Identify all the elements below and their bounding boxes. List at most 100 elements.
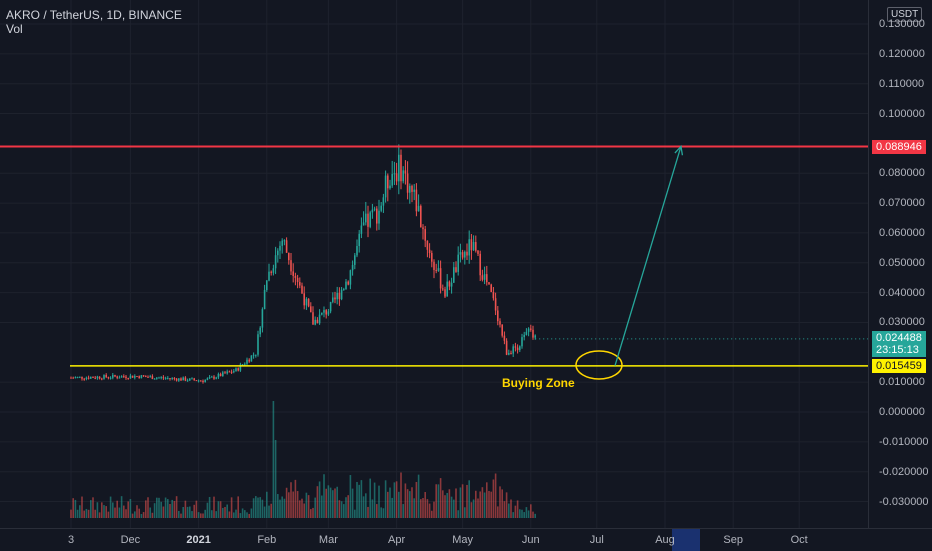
candle-body bbox=[299, 282, 301, 286]
symbol-title[interactable]: AKRO / TetherUS, 1D, BINANCE bbox=[6, 8, 182, 22]
volume-bar bbox=[532, 511, 534, 518]
volume-bar bbox=[208, 496, 211, 518]
candle-body bbox=[477, 250, 479, 254]
candle-body bbox=[376, 208, 378, 224]
volume-bar bbox=[250, 508, 253, 518]
candle-body bbox=[263, 290, 266, 310]
volume-bar bbox=[411, 487, 413, 518]
volume-bar bbox=[470, 502, 473, 518]
volume-bar bbox=[505, 492, 508, 518]
candle-body bbox=[279, 245, 281, 251]
volume-bar bbox=[145, 500, 147, 518]
candle-body bbox=[281, 240, 283, 246]
price-tick-label: 0.120000 bbox=[879, 47, 925, 60]
price-tick-label: 0.050000 bbox=[879, 256, 925, 269]
candle-body bbox=[171, 377, 173, 379]
last-price-tag: 0.024488 23:15:13 bbox=[872, 330, 926, 357]
price-tick-label: 0.060000 bbox=[879, 226, 925, 239]
candle-body bbox=[494, 298, 497, 311]
candle-body bbox=[360, 225, 363, 234]
candle-body bbox=[453, 267, 455, 283]
candle-body bbox=[433, 261, 435, 270]
volume-bar bbox=[455, 488, 457, 518]
volume-bar bbox=[373, 482, 376, 518]
candle-body bbox=[523, 334, 525, 338]
volume-bar bbox=[380, 507, 382, 518]
candle-body bbox=[292, 271, 294, 276]
candle-body bbox=[481, 275, 484, 280]
volume-bar bbox=[442, 490, 444, 518]
candle-body bbox=[224, 372, 226, 374]
volume-bar bbox=[255, 496, 257, 518]
volume-bar bbox=[534, 513, 536, 518]
currency-unit[interactable]: USDT bbox=[887, 7, 923, 22]
volume-bar bbox=[72, 498, 74, 518]
candle-body bbox=[233, 371, 235, 373]
volume-bar bbox=[323, 474, 325, 518]
candle-body bbox=[409, 185, 411, 193]
volume-bar bbox=[191, 511, 193, 518]
candle-body bbox=[239, 364, 242, 371]
candle-body bbox=[334, 297, 336, 300]
volume-bar bbox=[151, 512, 154, 518]
volume-bar bbox=[211, 510, 213, 518]
candle-body bbox=[426, 240, 429, 250]
volume-bar bbox=[413, 498, 415, 518]
volume-bar bbox=[400, 472, 402, 518]
volume-bar bbox=[384, 480, 387, 518]
volume-bar bbox=[202, 513, 204, 518]
volume-bar bbox=[382, 508, 385, 518]
candle-body bbox=[415, 189, 418, 212]
candle-body bbox=[497, 310, 499, 322]
volume-bar bbox=[230, 497, 233, 518]
candle-body bbox=[109, 377, 112, 379]
volume-bar bbox=[189, 506, 191, 518]
candle-body bbox=[178, 378, 180, 381]
candle-body bbox=[343, 289, 345, 291]
price-axis[interactable]: USDT 0.130000 0.120000 0.110000 0.100000 0.0… bbox=[868, 0, 932, 528]
volume-bar bbox=[233, 512, 235, 518]
volume-bar bbox=[486, 482, 488, 518]
time-tick-label: Aug bbox=[655, 534, 675, 546]
candle-body bbox=[219, 373, 222, 377]
candle-body bbox=[395, 173, 398, 182]
chart-plot-area[interactable]: AKRO / TetherUS, 1D, BINANCE Vol Buying … bbox=[0, 0, 868, 528]
volume-bar bbox=[521, 509, 523, 518]
volume-bar bbox=[142, 512, 145, 518]
price-chart-svg[interactable] bbox=[0, 0, 868, 528]
candle-body bbox=[307, 298, 310, 307]
volume-bar bbox=[76, 509, 79, 518]
candle-body bbox=[290, 260, 292, 272]
volume-bar bbox=[180, 513, 182, 518]
candle-body bbox=[521, 337, 523, 347]
volume-bar bbox=[459, 487, 462, 518]
volume-bar bbox=[131, 513, 134, 518]
volume-label[interactable]: Vol bbox=[6, 22, 23, 36]
volume-bar bbox=[453, 499, 455, 518]
volume-bar bbox=[376, 504, 378, 518]
candle-body bbox=[321, 312, 323, 315]
volume-bar bbox=[303, 503, 305, 518]
volume-bar bbox=[299, 500, 301, 518]
candle-body bbox=[499, 321, 501, 325]
candle-body bbox=[514, 346, 517, 348]
volume-bar bbox=[497, 506, 499, 518]
volume-bar bbox=[158, 497, 160, 518]
candle-body bbox=[483, 274, 486, 280]
candle-body bbox=[123, 376, 125, 378]
volume-bar bbox=[266, 491, 268, 518]
time-axis[interactable]: 3 Dec 2021 Feb Mar Apr May Jun Jul Aug Sep Oct bbox=[0, 528, 932, 551]
volume-bar bbox=[101, 502, 103, 518]
volume-bar bbox=[356, 481, 358, 518]
buying-zone-label[interactable]: Buying Zone bbox=[502, 375, 575, 390]
candle-body bbox=[94, 377, 96, 379]
volume-bar bbox=[200, 513, 202, 518]
candle-body bbox=[136, 376, 138, 378]
candle-body bbox=[250, 355, 253, 362]
volume-bar bbox=[530, 504, 532, 518]
candle-body bbox=[191, 378, 193, 380]
candle-body bbox=[492, 292, 495, 299]
volume-bar bbox=[103, 505, 105, 518]
volume-bar bbox=[114, 507, 116, 518]
volume-bar bbox=[294, 479, 297, 518]
